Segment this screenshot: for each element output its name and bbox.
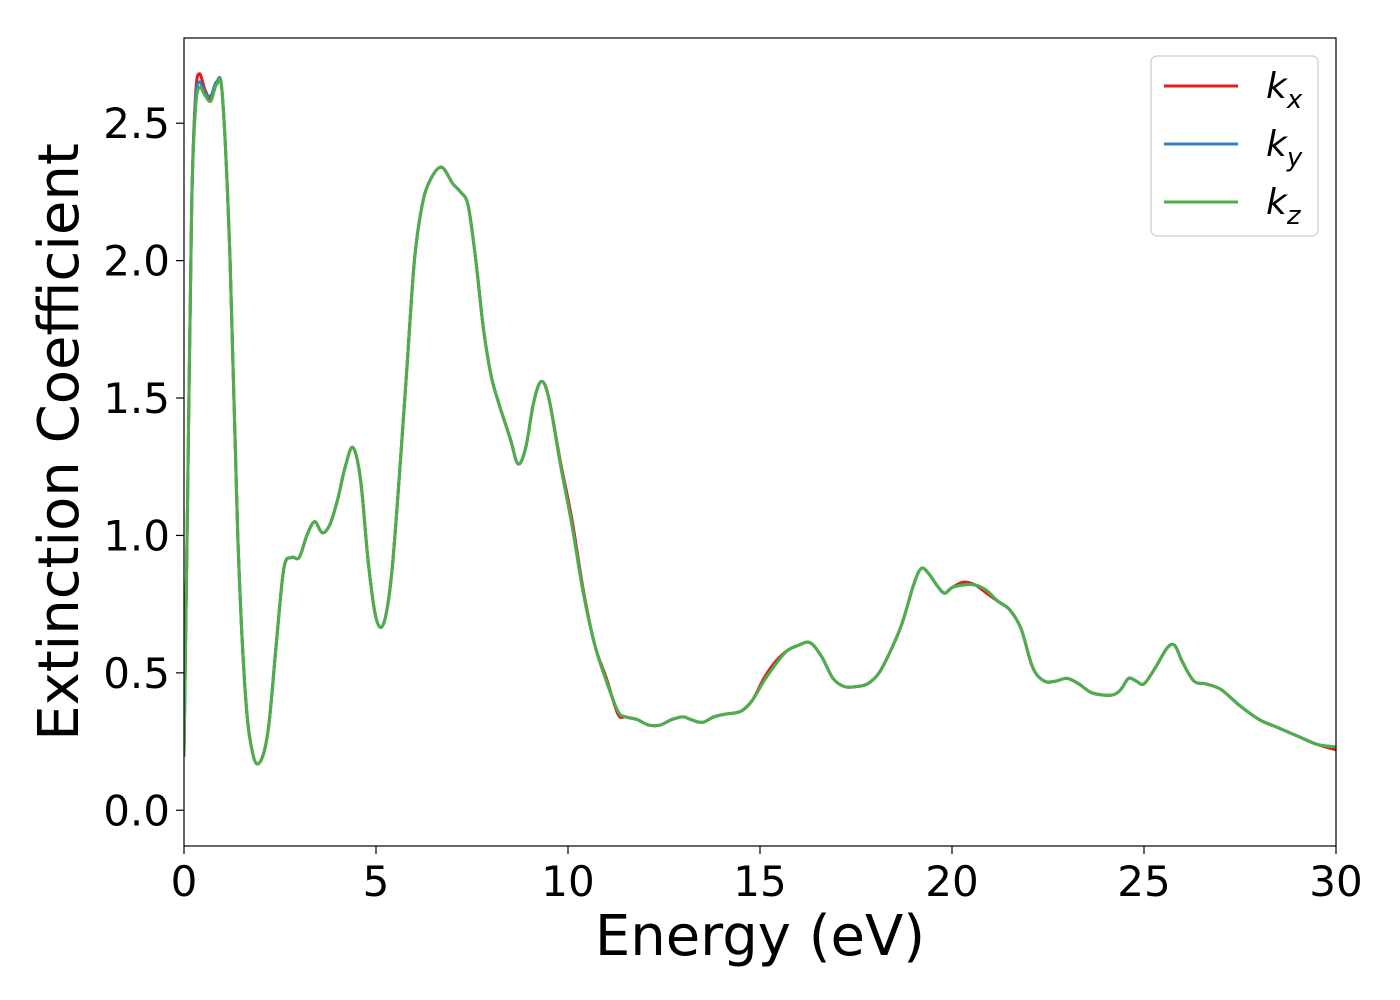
x-axis-ticks: 0 5 10 15 20 25 30 [171,846,1363,906]
y-tick-label: 0.5 [103,649,170,698]
y-tick-label: 1.5 [103,374,170,423]
legend-label-subscript: y [1286,143,1303,173]
series-line-kz [184,77,1336,766]
legend-label-subscript: z [1286,201,1302,231]
legend-box [1150,55,1319,237]
y-axis-ticks: 0.0 0.5 1.0 1.5 2.0 2.5 [103,99,184,835]
y-axis-title: Extinction Coefficient [27,143,92,741]
x-axis-title: Energy (eV) [595,904,925,969]
legend-label-ky: ky [1266,124,1303,173]
legend-label-kx: kx [1266,66,1303,115]
x-tick-label: 5 [363,857,390,906]
series-layer [184,72,1336,766]
x-tick-label: 10 [541,857,594,906]
x-tick-label: 30 [1309,857,1362,906]
y-tick-label: 0.0 [103,786,170,835]
y-tick-label: 2.5 [103,99,170,148]
legend-label-kz: kz [1266,182,1302,231]
legend-label-main: k [1266,182,1289,223]
y-tick-label: 1.0 [103,511,170,560]
x-tick-label: 20 [925,857,978,906]
legend-label-main: k [1266,124,1289,165]
x-tick-label: 15 [733,857,786,906]
x-tick-label: 0 [171,857,198,906]
y-tick-label: 2.0 [103,237,170,286]
legend-label-main: k [1266,66,1289,107]
legend-label-subscript: x [1286,85,1303,115]
x-tick-label: 25 [1117,857,1170,906]
